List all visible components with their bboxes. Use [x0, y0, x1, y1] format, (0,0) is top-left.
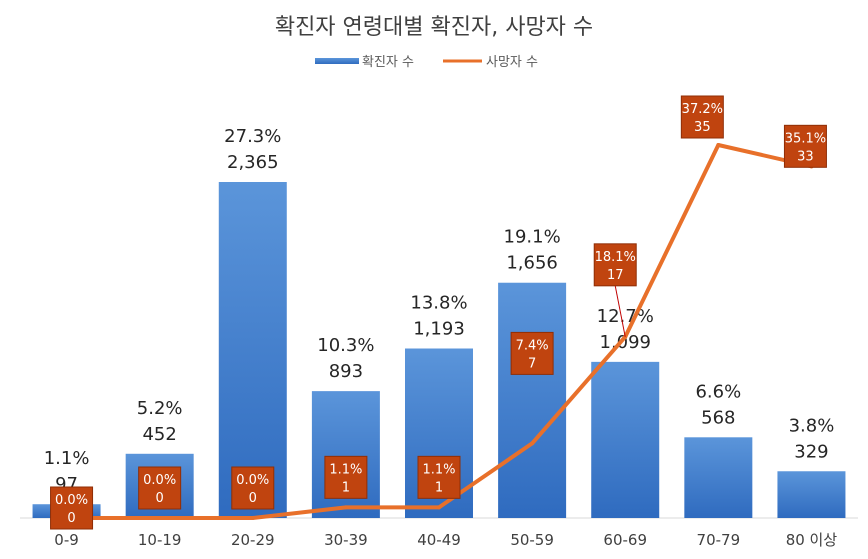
chart-title: 확진자 연령대별 확진자, 사망자 수 [275, 15, 593, 40]
bar-70-79 [684, 437, 753, 518]
bar-percent-label-70-79: 6.6% [695, 381, 741, 402]
death-percent-label-40-49: 1.1% [422, 462, 455, 477]
x-tick-70-79: 70-79 [697, 531, 741, 549]
death-point-50-59 [530, 441, 535, 446]
death-percent-label-30-39: 1.1% [329, 462, 362, 477]
bar-percent-label-80 이상: 3.8% [789, 415, 835, 436]
death-value-label-0-9: 0 [67, 511, 75, 526]
death-label-box-60-69 [593, 243, 637, 287]
death-label-box-40-49 [417, 455, 461, 499]
bar-percent-label-20-29: 27.3% [224, 126, 281, 147]
bar-value-label-20-29: 2,365 [227, 152, 279, 173]
death-percent-label-70-79: 37.2% [682, 102, 723, 117]
x-tick-20-29: 20-29 [231, 531, 275, 549]
death-percent-label-10-19: 0.0% [143, 473, 176, 488]
bar-value-label-70-79: 568 [701, 407, 735, 428]
bar-80 이상 [777, 471, 846, 518]
death-percent-label-60-69: 18.1% [595, 250, 636, 265]
bar-value-label-30-39: 893 [329, 361, 363, 382]
bar-30-39 [311, 391, 380, 518]
death-point-10-19 [157, 516, 162, 520]
x-tick-30-39: 30-39 [324, 531, 368, 549]
bar-percent-label-50-59: 19.1% [504, 227, 561, 248]
death-point-40-49 [437, 505, 441, 510]
death-percent-label-0-9: 0.0% [55, 493, 88, 508]
death-label-box-20-29 [231, 466, 275, 510]
death-label-box-70-79 [680, 95, 724, 139]
death-percent-label-80 이상: 35.1% [785, 131, 826, 146]
bar-value-label-10-19: 452 [142, 424, 176, 445]
bar-percent-label-40-49: 13.8% [410, 293, 467, 314]
x-tick-60-69: 60-69 [603, 531, 647, 549]
x-tick-50-59: 50-59 [510, 531, 554, 549]
bar-percent-label-10-19: 5.2% [137, 398, 183, 419]
bar-value-label-60-69: 1,099 [599, 332, 651, 353]
death-label-box-30-39 [324, 455, 368, 499]
death-value-label-40-49: 1 [435, 480, 443, 495]
death-value-label-80 이상: 33 [797, 149, 814, 164]
death-value-label-30-39: 1 [342, 480, 350, 495]
bar-value-label-80 이상: 329 [794, 441, 828, 462]
death-value-label-10-19: 0 [156, 491, 164, 506]
death-leader-60-69 [614, 285, 626, 337]
bar-percent-label-60-69: 12.7% [597, 306, 654, 327]
legend-bar-label: 확진자 수 [362, 55, 414, 70]
bar-percent-label-0-9: 1.1% [44, 448, 90, 469]
bar-value-label-40-49: 1,193 [413, 319, 465, 340]
death-value-label-60-69: 17 [607, 268, 624, 283]
x-tick-0-9: 0-9 [54, 531, 79, 549]
bar-50-59 [498, 282, 567, 518]
legend-line-label: 사망자 수 [486, 55, 538, 70]
death-label-box-0-9 [50, 486, 94, 530]
x-tick-80 이상: 80 이상 [786, 531, 838, 549]
death-label-box-80 이상 [783, 124, 827, 168]
legend-bar-swatch [315, 58, 359, 64]
death-point-70-79 [716, 143, 721, 147]
death-value-label-50-59: 7 [528, 356, 536, 371]
bar-value-label-50-59: 1,656 [506, 253, 558, 274]
x-tick-10-19: 10-19 [138, 531, 182, 549]
death-percent-label-50-59: 7.4% [516, 338, 549, 353]
death-value-label-20-29: 0 [249, 491, 257, 506]
bar-60-69 [591, 361, 660, 518]
death-percent-label-20-29: 0.0% [236, 473, 269, 488]
death-label-box-50-59 [510, 331, 554, 375]
death-point-30-39 [343, 505, 348, 510]
legend: 확진자 수 사망자 수 [315, 55, 538, 70]
bar-percent-label-30-39: 10.3% [317, 335, 374, 356]
bar-20-29 [218, 182, 287, 518]
x-tick-40-49: 40-49 [417, 531, 461, 549]
death-label-box-10-19 [138, 466, 182, 510]
death-value-label-70-79: 35 [694, 120, 711, 135]
death-point-20-29 [250, 516, 255, 520]
